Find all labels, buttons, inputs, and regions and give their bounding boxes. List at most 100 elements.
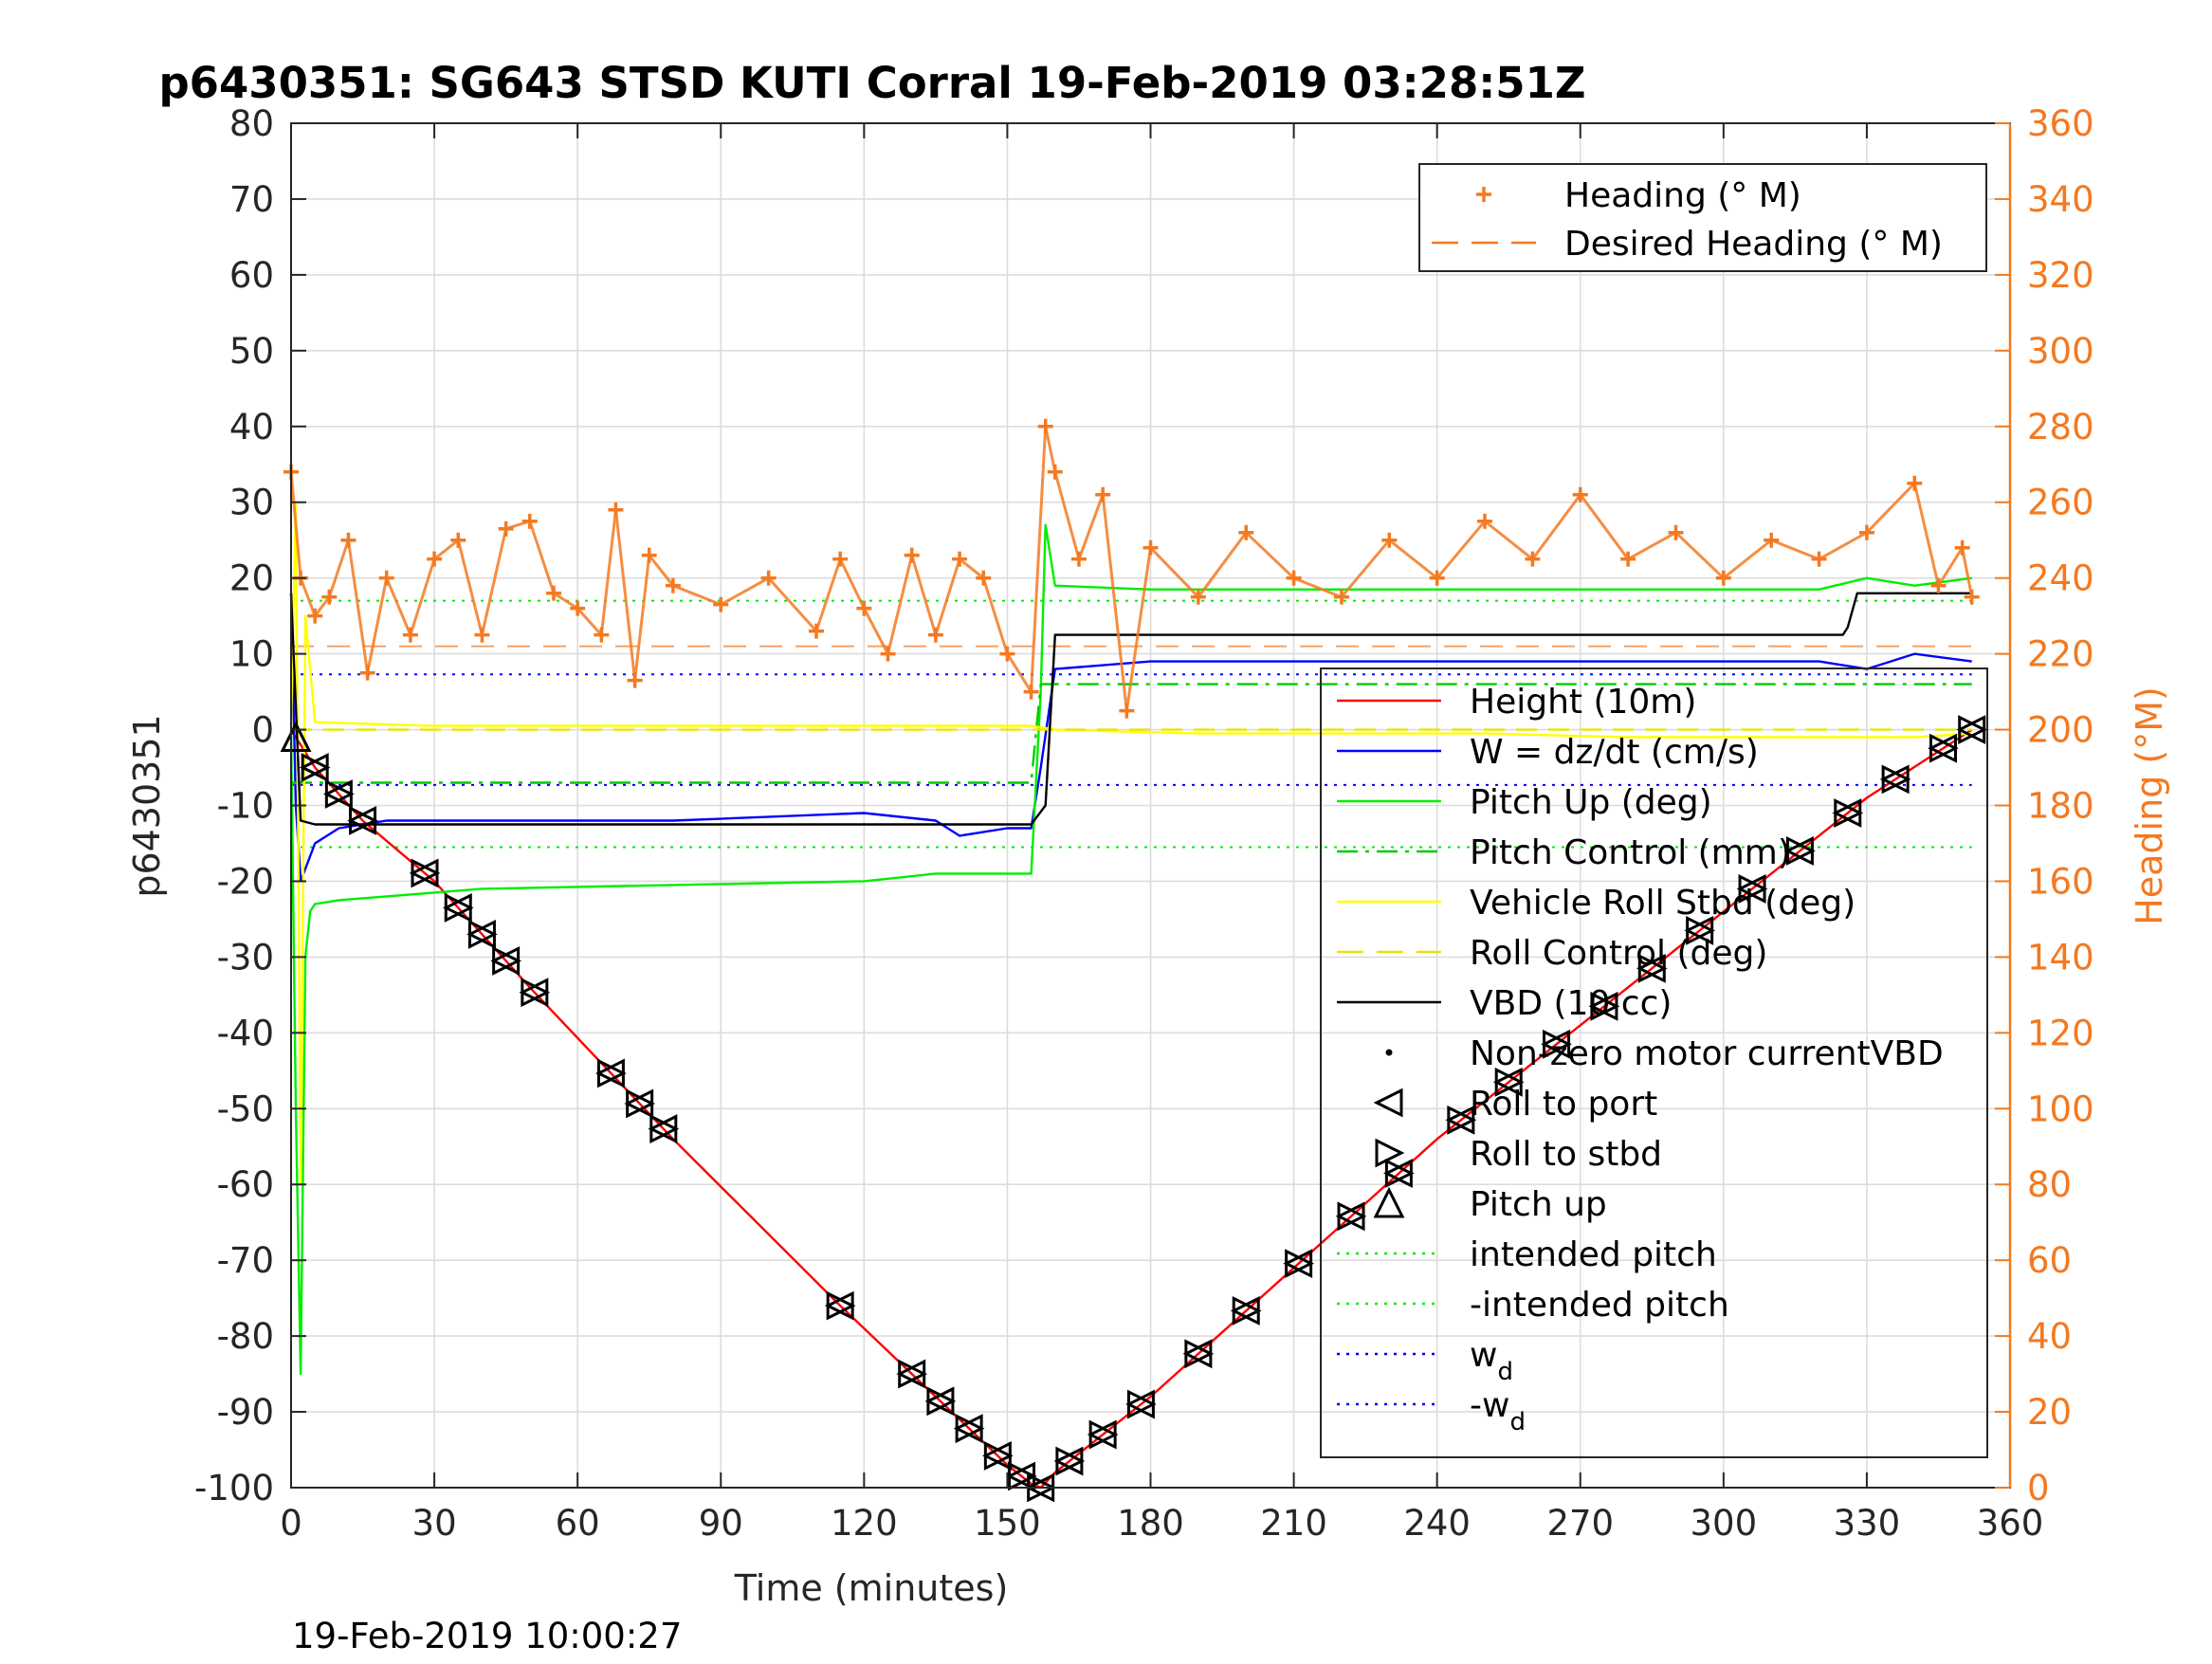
y2-tick-label: 260 [2027,483,2094,523]
y2-tick-label: 60 [2027,1240,2072,1281]
y-tick-label: -20 [217,861,274,902]
marker-layer [280,715,1988,1503]
legend-main-label-text: Pitch Control (mm) [1470,833,1791,872]
heading-point [608,502,624,518]
heading-point [1037,418,1053,434]
y-tick-label: 60 [229,255,274,296]
y2-tick-label: 240 [2027,558,2094,599]
y-tick-label: -60 [217,1164,274,1205]
reference-lines [291,599,1972,849]
roll-to-stbd-marker [349,806,378,835]
heading-point [1070,551,1087,567]
heading-point [1286,570,1302,586]
roll-to-stbd-marker [1447,1105,1477,1135]
heading-point [1620,551,1636,567]
heading-point [1811,551,1827,567]
heading-point [976,570,992,586]
y2-tick-label: 320 [2027,255,2094,296]
heading-point [1764,532,1780,548]
legend-main-label-text: Roll to stbd [1470,1135,1662,1174]
y-axis-label: p6430351 [126,714,168,897]
y2-tick-label: 0 [2027,1468,2050,1509]
y-tick-label: -80 [217,1316,274,1357]
y2-tick-label: 200 [2027,710,2094,751]
roll-to-stbd-marker [1958,715,1988,744]
timestamp-footer: 19-Feb-2019 10:00:27 [292,1616,682,1656]
legend-heading-label: Desired Heading (° M) [1564,225,1943,264]
y-tick-label: -40 [217,1013,274,1053]
legend-main-label: Roll to port [1470,1085,1657,1124]
heading-point [1668,524,1684,540]
heading-point [594,627,610,643]
heading-point [713,596,729,613]
y2-tick-label: 360 [2027,103,2094,144]
series-line-0 [289,728,1973,1490]
heading-point [665,577,681,594]
legend-main-label-text: w [1470,1336,1497,1375]
roll-to-stbd-marker [1184,1339,1215,1369]
x-tick-label: 60 [556,1503,600,1544]
y2-tick-label: 120 [2027,1013,2094,1053]
legend-main-label: wd [1470,1336,1513,1386]
x-tick-label: 300 [1691,1503,1758,1544]
x-tick-label: 270 [1546,1503,1614,1544]
roll-to-stbd-marker [521,978,551,1008]
series-line-3 [291,683,1972,784]
heading-point [760,570,777,586]
y-tick-label: -90 [217,1392,274,1433]
series-line-2 [289,523,1972,1376]
x-tick-label: 150 [974,1503,1041,1544]
heading-point [856,600,872,616]
x-tick-label: 240 [1403,1503,1471,1544]
y-tick-label: 10 [229,634,274,675]
heading-point [999,646,1015,662]
heading-point [952,551,968,567]
roll-to-stbd-marker [467,919,498,949]
y2-tick-label: 40 [2027,1316,2072,1357]
legend-main-label-text: W = dz/dt (cm/s) [1470,733,1759,772]
legend-main-label: Height (10m) [1470,683,1696,722]
y-tick-label: 30 [229,483,274,523]
pitch-up-marker [280,721,312,753]
x-tick-label: 180 [1117,1503,1184,1544]
legend-main-label-text: Height (10m) [1470,683,1696,722]
heading-point [627,672,643,688]
heading-point [340,532,356,548]
legend-main: Height (10m) W = dz/dt (cm/s) Pitch Up (de… [1320,667,1988,1458]
y2-tick-label: 280 [2027,407,2094,448]
roll-to-stbd-marker [955,1414,985,1444]
heading-point [474,627,490,643]
legend-main-label-text: VBD (10 cc) [1470,984,1672,1023]
roll-to-stbd-marker [1008,1461,1037,1491]
x-axis-label: Time (minutes) [734,1567,1009,1609]
roll-to-stbd-marker [1543,1029,1572,1059]
legend-heading-label: Heading (° M) [1564,176,1801,215]
x-tick-label: 360 [1977,1503,2044,1544]
roll-to-stbd-marker [983,1440,1014,1471]
heading-point [1954,539,1970,556]
y-tick-label: -100 [194,1468,274,1509]
legend-main-label: -wd [1470,1386,1526,1436]
heading-point [927,627,943,643]
roll-to-stbd-marker [492,945,521,976]
legend-main-label: W = dz/dt (cm/s) [1470,733,1759,772]
legend-heading: Heading (° M) Desired Heading (° M) [1418,163,1987,272]
heading-point [427,551,443,567]
heading-point [1525,551,1541,567]
legend-main-label-text: Non-zero motor currentVBD [1470,1034,1944,1073]
heading-point [1477,513,1493,529]
roll-to-stbd-marker [1088,1419,1119,1450]
legend-main-label-subscript: d [1509,1408,1526,1436]
y-tick-label: 70 [229,179,274,220]
legend-main-label: -intended pitch [1470,1286,1729,1325]
heading-point [1238,524,1254,540]
heading-point [1047,464,1063,480]
legend-main-label: Non-zero motor currentVBD [1470,1034,1944,1073]
roll-to-stbd-marker [1590,991,1620,1021]
series-line-4 [289,501,1972,1186]
legend-heading-box [1418,163,1987,272]
x-tick-label: 30 [412,1503,457,1544]
heading-point [832,551,849,567]
y2-tick-label: 140 [2027,937,2094,978]
